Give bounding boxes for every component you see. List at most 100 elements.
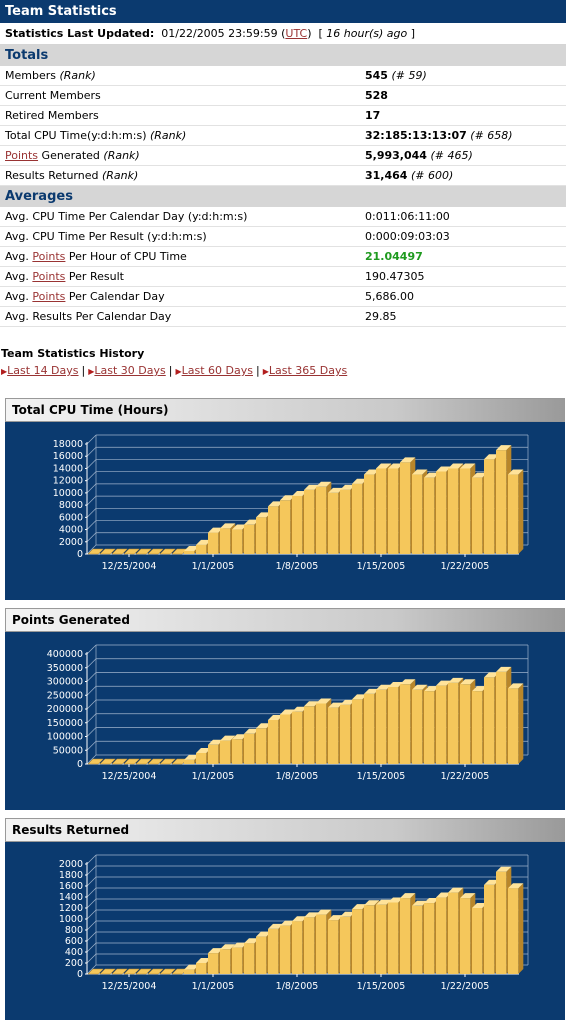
results-chart-xtick-label: 1/1/2005 <box>192 981 235 992</box>
history-link-1[interactable]: Last 14 Days <box>7 364 79 377</box>
cpu-time-chart-xtick-label: 1/15/2005 <box>357 561 406 572</box>
cpu-time-chart-bar-front <box>472 477 483 554</box>
totals-row: Results Returned (Rank) 31,464 (# 600) <box>0 165 566 186</box>
points-chart-bar-top <box>159 758 176 765</box>
results-chart-bar <box>111 968 128 975</box>
results-chart-ytick-label: 1800 <box>59 870 83 881</box>
points-chart-bar-front <box>184 759 195 764</box>
cpu-time-chart-bar-front <box>412 474 423 554</box>
totals-header: Totals <box>0 45 566 66</box>
history-link-4[interactable]: Last 365 Days <box>268 364 348 377</box>
points-chart-bar-top <box>208 739 224 745</box>
utc-link[interactable]: UTC <box>285 27 308 40</box>
rank-value: (# 465) <box>430 149 473 162</box>
points-chart-bar-top <box>268 715 284 720</box>
cpu-time-chart-bar-front <box>328 492 339 554</box>
cpu-time-chart-grid-diag <box>86 459 97 469</box>
totals-label-text: Members <box>5 69 56 82</box>
results-chart-bar-front <box>364 905 375 974</box>
rank-label: (Rank) <box>101 169 139 182</box>
points-chart-bar-top <box>508 683 524 689</box>
averages-label-text: Avg. Results Per Calendar Day <box>5 310 172 323</box>
last-updated-label: Statistics Last Updated: <box>5 27 155 40</box>
results-chart-grid-diag <box>86 953 97 964</box>
link-separator: | <box>168 364 173 377</box>
results-chart-bar-front <box>388 902 399 974</box>
last-updated: Statistics Last Updated: 01/22/2005 23:5… <box>0 23 566 45</box>
results-chart-grid-diag <box>86 931 97 942</box>
points-chart-bar-front <box>400 684 411 764</box>
points-chart-bar-top <box>424 686 440 692</box>
results-chart-bar-front <box>352 909 363 974</box>
cpu-time-chart-xtick-label: 1/8/2005 <box>276 561 319 572</box>
averages-value: 0:000:09:03:03 <box>363 226 566 247</box>
points-link[interactable]: Points <box>32 250 66 263</box>
cpu-time-chart-bar-top <box>388 463 404 469</box>
cpu-time-chart-bar-front <box>304 489 315 554</box>
points-chart-bar-front <box>364 693 375 764</box>
history-link-3[interactable]: Last 60 Days <box>181 364 253 377</box>
points-chart-grid-diag <box>86 699 97 710</box>
cpu-time-chart-grid-diag <box>86 508 97 518</box>
results-chart-bar-top <box>496 866 512 872</box>
cpu-time-chart-bar-front <box>364 474 375 554</box>
results-chart-bar-front <box>436 897 447 974</box>
cpu-time-chart-ytick-label: 18000 <box>53 439 83 450</box>
points-chart-bar-front <box>244 733 255 764</box>
points-chart-bar-front <box>304 706 315 764</box>
points-link[interactable]: Points <box>32 290 66 303</box>
cpu-time-chart-grid-diag <box>86 544 97 555</box>
results-chart-bar-top <box>448 887 464 893</box>
results-chart-bar-top <box>268 923 284 929</box>
cpu-time-chart-bar-top <box>472 472 488 478</box>
results-chart-grid-diag <box>86 865 97 876</box>
results-chart-grid-diag <box>86 964 97 975</box>
arrow-right-icon: ▶ <box>1 367 8 376</box>
totals-label-text: Retired Members <box>5 109 99 122</box>
cpu-time-chart-bar-top <box>87 548 104 555</box>
points-chart-ytick-label: 50000 <box>53 745 83 756</box>
points-chart-bar-top <box>87 758 104 765</box>
totals-row: Members (Rank) 545 (# 59) <box>0 66 566 86</box>
cpu-time-chart-bar-top <box>364 469 380 475</box>
history-title: Team Statistics History <box>1 347 145 360</box>
points-chart-xtick-label: 1/1/2005 <box>192 771 235 782</box>
results-chart-bar-top <box>328 915 344 921</box>
points-chart-ytick-label: 0 <box>77 759 83 770</box>
results-chart-bar-front <box>208 953 219 974</box>
totals-value: 545 (# 59) <box>363 66 566 86</box>
cpu-time-chart-bar <box>111 548 128 555</box>
averages-label: Avg. CPU Time Per Calendar Day (y:d:h:m:… <box>0 207 363 227</box>
cpu-time-chart-bar-top <box>376 463 392 469</box>
totals-row: Total CPU Time(y:d:h:m:s) (Rank) 32:185:1… <box>0 125 566 146</box>
points-chart-bar-side <box>518 683 524 764</box>
results-chart-bars <box>87 866 524 975</box>
cpu-time-chart-bar <box>87 548 104 555</box>
rank-label: (Rank) <box>59 69 96 82</box>
results-chart-bar-top <box>99 968 116 975</box>
averages-value: 0:011:06:11:00 <box>363 207 566 227</box>
points-link[interactable]: Points <box>5 149 39 162</box>
points-chart-grid-diag <box>86 713 97 723</box>
cpu-time-chart-title: Total CPU Time (Hours) <box>5 398 565 422</box>
rank-value: (# 658) <box>470 129 513 142</box>
results-chart-bar-front <box>280 925 291 974</box>
results-chart-ytick-label: 1200 <box>59 903 83 914</box>
results-chart-bar-top <box>412 900 428 906</box>
rank-value: (# 600) <box>410 169 454 182</box>
points-chart-bar-front <box>376 689 387 764</box>
results-chart-bar <box>123 968 140 975</box>
results-chart-bar-top <box>87 968 104 975</box>
points-chart-bar-top <box>123 758 140 765</box>
results-chart-bar-front <box>196 963 207 974</box>
results-chart-xtick-label: 1/22/2005 <box>441 981 490 992</box>
points-link[interactable]: Points <box>32 270 66 283</box>
results-chart-bar-front <box>340 916 351 974</box>
results-chart-bar-front <box>400 898 411 974</box>
points-chart-bar-front <box>232 739 243 764</box>
cpu-time-chart-bar-top <box>220 523 236 529</box>
cpu-time-chart-bar-front <box>484 459 495 554</box>
points-chart-bar-top <box>484 672 500 678</box>
cpu-time-chart-bars <box>87 445 524 555</box>
history-link-2[interactable]: Last 30 Days <box>94 364 166 377</box>
